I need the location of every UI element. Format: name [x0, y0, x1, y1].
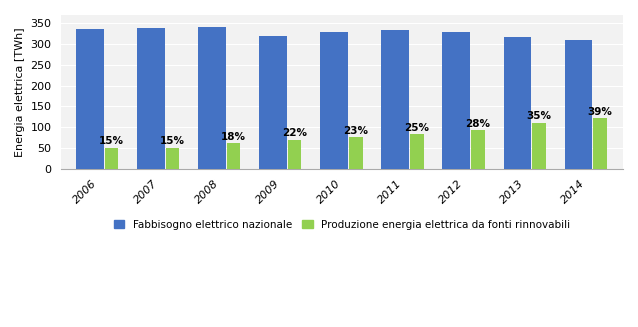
Text: 15%: 15% — [160, 136, 185, 146]
Bar — [260, 36, 287, 169]
Bar — [105, 147, 119, 169]
Text: 39%: 39% — [588, 107, 612, 117]
Bar — [137, 28, 165, 169]
Text: 28%: 28% — [465, 119, 491, 129]
Bar — [76, 29, 104, 169]
Bar — [443, 32, 470, 169]
Bar — [565, 40, 592, 169]
Bar — [166, 147, 179, 169]
Bar — [410, 134, 424, 169]
Text: 18%: 18% — [221, 132, 246, 142]
Text: 23%: 23% — [343, 126, 368, 136]
Bar — [320, 32, 348, 169]
Text: 22%: 22% — [282, 129, 308, 138]
Legend: Fabbisogno elettrico nazionale, Produzione energia elettrica da fonti rinnovabil: Fabbisogno elettrico nazionale, Produzio… — [110, 216, 574, 234]
Bar — [349, 137, 362, 169]
Bar — [382, 30, 409, 169]
Text: 25%: 25% — [404, 123, 429, 132]
Bar — [198, 27, 226, 169]
Bar — [532, 123, 545, 169]
Bar — [593, 118, 607, 169]
Bar — [288, 140, 302, 169]
Y-axis label: Energia elettrica [TWh]: Energia elettrica [TWh] — [15, 27, 25, 157]
Text: 35%: 35% — [526, 111, 551, 121]
Bar — [503, 37, 531, 169]
Bar — [227, 143, 241, 169]
Bar — [471, 130, 485, 169]
Text: 15%: 15% — [99, 136, 124, 146]
